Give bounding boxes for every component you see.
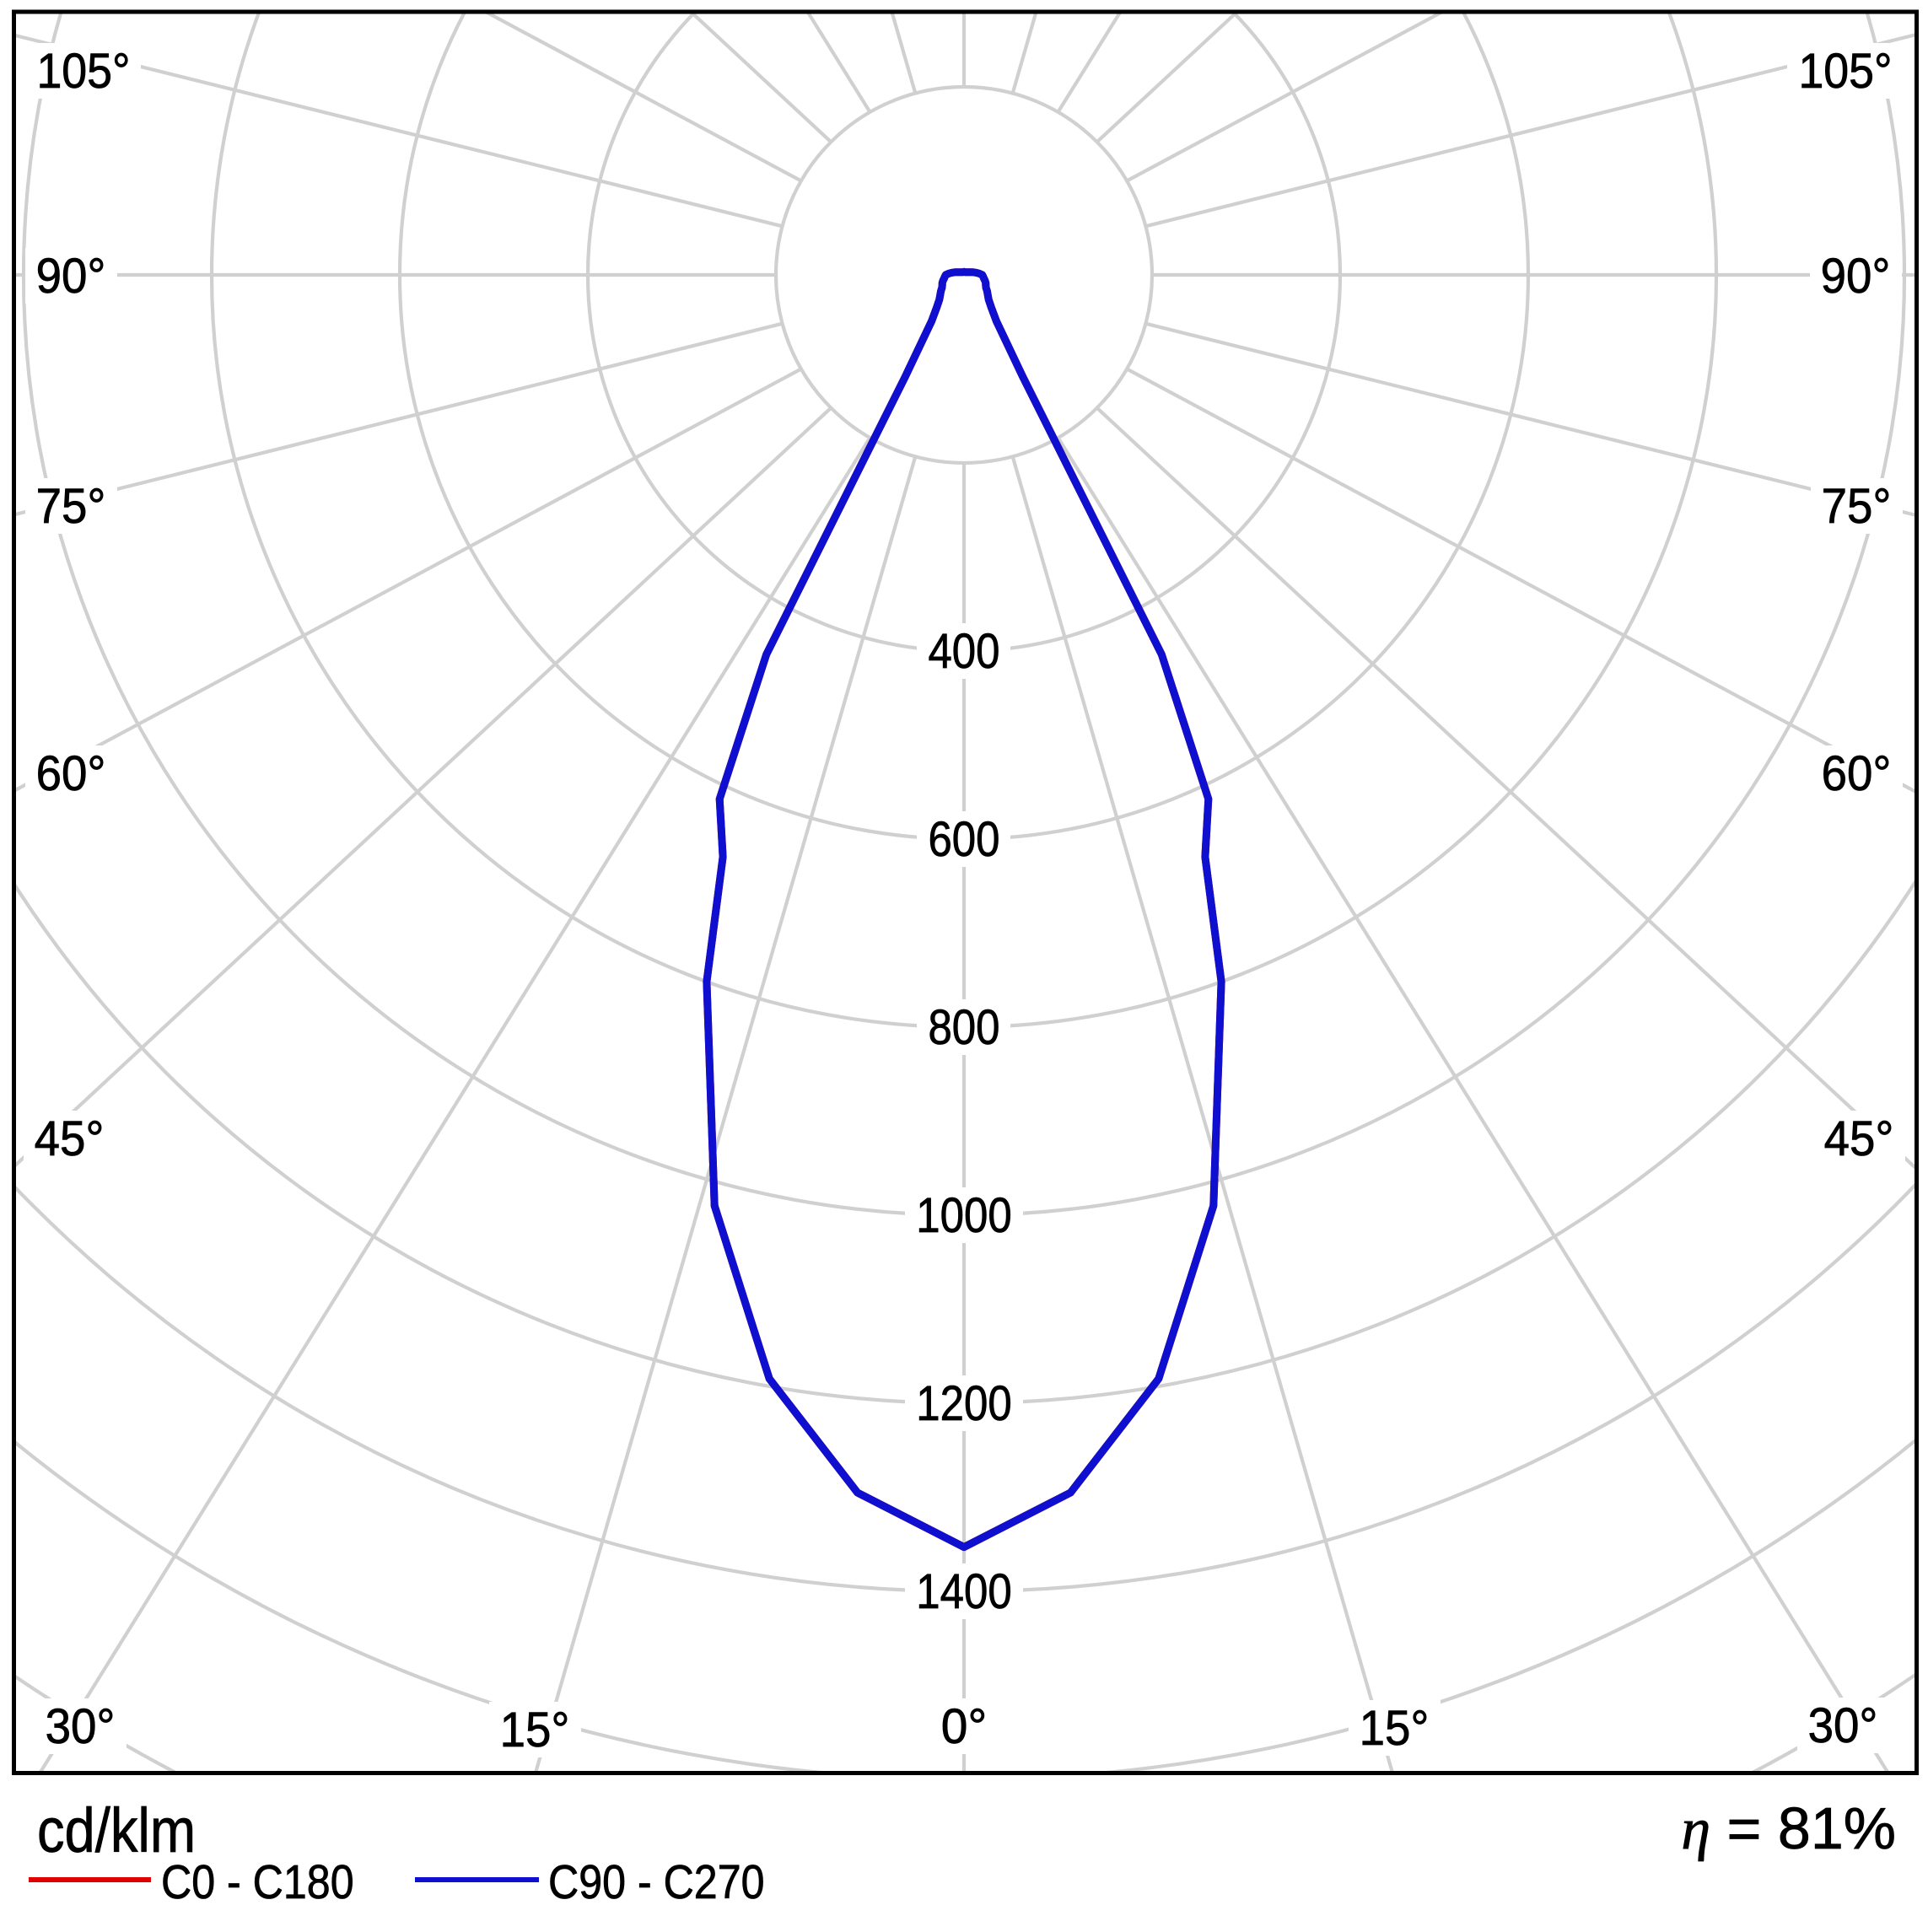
svg-text:45°: 45° <box>1824 1111 1894 1166</box>
svg-text:60°: 60° <box>36 746 106 801</box>
svg-text:30°: 30° <box>46 1699 116 1754</box>
svg-text:75°: 75° <box>36 479 106 534</box>
svg-text:30°: 30° <box>1808 1698 1878 1753</box>
svg-text:105°: 105° <box>1798 44 1892 99</box>
svg-text:60°: 60° <box>1822 746 1892 801</box>
svg-text:η = 81%: η = 81% <box>1681 1795 1896 1862</box>
svg-text:1000: 1000 <box>916 1188 1012 1243</box>
svg-text:75°: 75° <box>1822 479 1892 534</box>
svg-text:C0 - C180: C0 - C180 <box>161 1855 354 1909</box>
svg-text:90°: 90° <box>1821 249 1891 304</box>
svg-text:15°: 15° <box>1360 1701 1430 1756</box>
svg-text:400: 400 <box>928 624 999 679</box>
svg-text:800: 800 <box>928 1000 999 1055</box>
svg-text:0°: 0° <box>941 1699 987 1754</box>
svg-text:C90 - C270: C90 - C270 <box>548 1855 765 1909</box>
svg-text:15°: 15° <box>500 1703 570 1757</box>
svg-text:45°: 45° <box>35 1111 105 1166</box>
svg-text:1200: 1200 <box>916 1376 1012 1431</box>
svg-text:1400: 1400 <box>916 1564 1012 1619</box>
svg-text:105°: 105° <box>36 44 130 99</box>
svg-text:600: 600 <box>928 812 999 867</box>
svg-text:90°: 90° <box>36 249 106 304</box>
